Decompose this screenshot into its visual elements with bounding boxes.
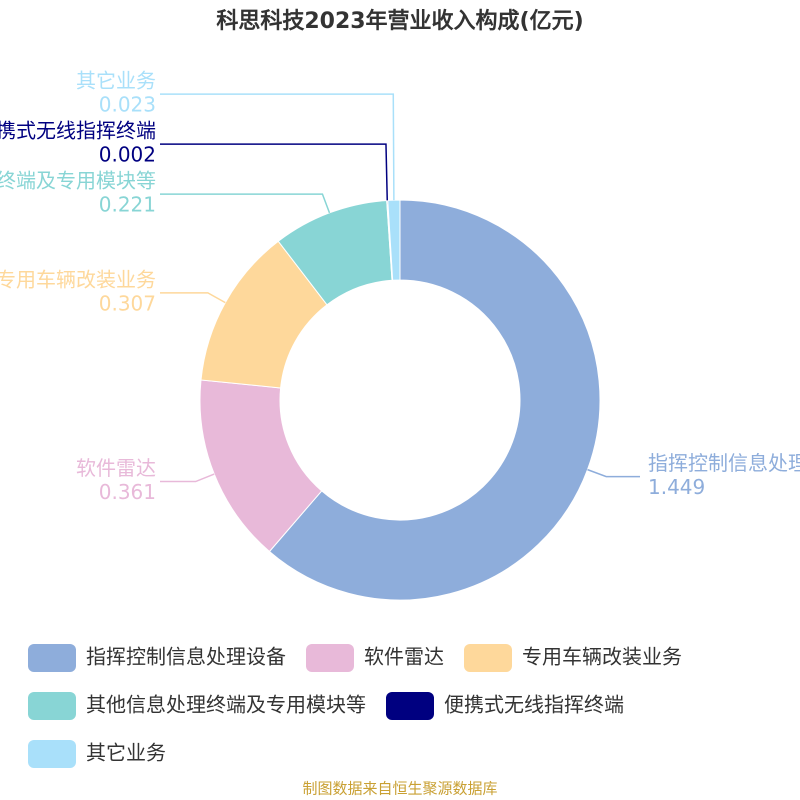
slice-label-name: 其他信息处理终端及专用模块等 [0, 169, 156, 193]
legend-label: 专用车辆改装业务 [522, 645, 682, 669]
leader-line [160, 473, 215, 483]
slice-label-name: 便携式无线指挥终端 [0, 119, 156, 143]
legend-swatch [306, 644, 354, 672]
slice-label-name: 指挥控制信息处理设备 [648, 451, 800, 475]
leader-line [160, 292, 226, 304]
legend-swatch [28, 692, 76, 720]
legend-swatch [386, 692, 434, 720]
legend-swatch [464, 644, 512, 672]
legend-label: 其他信息处理终端及专用模块等 [86, 693, 366, 717]
legend-label: 软件雷达 [364, 645, 444, 669]
donut-slice [268, 199, 601, 601]
slice-label-name: 其它业务 [76, 69, 156, 93]
slice-label-value: 0.023 [99, 93, 156, 117]
legend-label: 其它业务 [86, 741, 166, 765]
donut-slice [387, 199, 401, 281]
legend-swatch [28, 740, 76, 768]
slice-label-value: 1.449 [648, 475, 705, 499]
leader-line [160, 193, 331, 214]
legend-label: 便携式无线指挥终端 [444, 693, 624, 717]
legend-label: 指挥控制信息处理设备 [86, 645, 286, 669]
slice-label-value: 0.361 [99, 480, 156, 504]
source-note: 制图数据来自恒生聚源数据库 [302, 780, 497, 798]
chart-title: 科思科技2023年营业收入构成(亿元) [216, 8, 583, 34]
slice-label-name: 软件雷达 [76, 456, 156, 480]
legend-swatch [28, 644, 76, 672]
leader-line [160, 93, 395, 201]
leader-line [587, 468, 640, 478]
slice-label-name: 专用车辆改装业务 [0, 267, 156, 291]
slice-label-value: 0.307 [99, 291, 156, 315]
leader-line [160, 143, 388, 201]
slice-label-value: 0.002 [99, 143, 156, 167]
slice-label-value: 0.221 [99, 193, 156, 217]
